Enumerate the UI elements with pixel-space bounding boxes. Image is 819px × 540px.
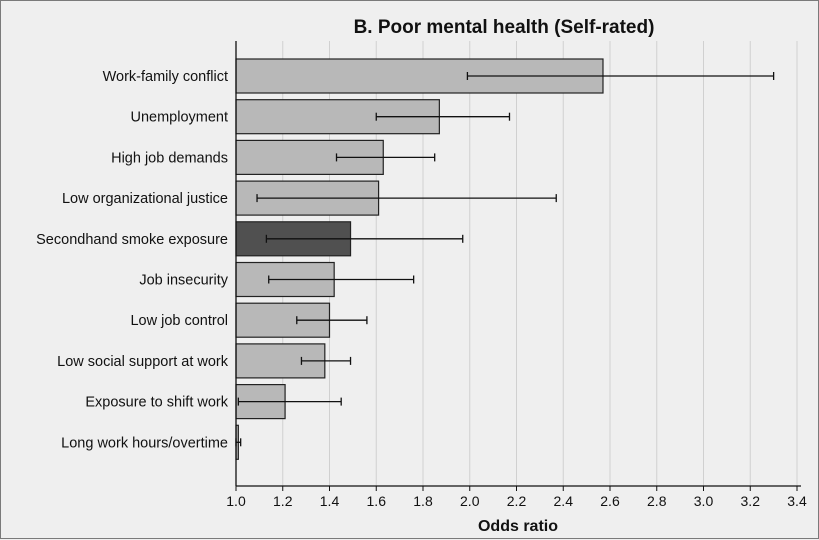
category-label: Secondhand smoke exposure xyxy=(36,232,228,248)
category-label: Work-family conflict xyxy=(103,69,228,85)
x-tick-label: 1.8 xyxy=(413,493,433,509)
x-tick-label: 2.8 xyxy=(647,493,667,509)
bars xyxy=(235,58,604,460)
x-tick-label: 2.2 xyxy=(507,493,527,509)
x-tick-label: 1.4 xyxy=(320,493,340,509)
chart-title: B. Poor mental health (Self-rated) xyxy=(354,17,655,38)
category-label: Low social support at work xyxy=(57,354,229,370)
category-label: Low job control xyxy=(130,313,228,329)
x-tick-label: 1.6 xyxy=(367,493,387,509)
x-tick-label: 3.2 xyxy=(741,493,761,509)
x-axis-label: Odds ratio xyxy=(478,518,558,535)
x-tick-label: 2.4 xyxy=(554,493,574,509)
x-tick-label: 2.6 xyxy=(600,493,620,509)
x-tick-label: 2.0 xyxy=(460,493,480,509)
category-label: Exposure to shift work xyxy=(85,395,228,411)
x-tick-label: 1.0 xyxy=(226,493,246,509)
axes xyxy=(235,41,801,487)
error-bars xyxy=(235,72,775,447)
category-label: High job demands xyxy=(111,150,228,166)
x-tick-label: 3.4 xyxy=(787,493,807,509)
category-label: Job insecurity xyxy=(139,273,228,289)
category-label: Long work hours/overtime xyxy=(61,435,228,451)
category-label: Low organizational justice xyxy=(62,191,228,207)
category-labels: Work-family conflict Unemployment High job… xyxy=(36,69,229,451)
x-tick-label: 1.2 xyxy=(273,493,293,509)
x-tick-label: 3.0 xyxy=(694,493,714,509)
x-ticks: 1.0 1.2 1.4 1.6 1.8 2.0 2.2 2.4 2.6 2.8 3.0 3.2 3.4 xyxy=(226,486,807,509)
category-label: Unemployment xyxy=(130,110,228,126)
